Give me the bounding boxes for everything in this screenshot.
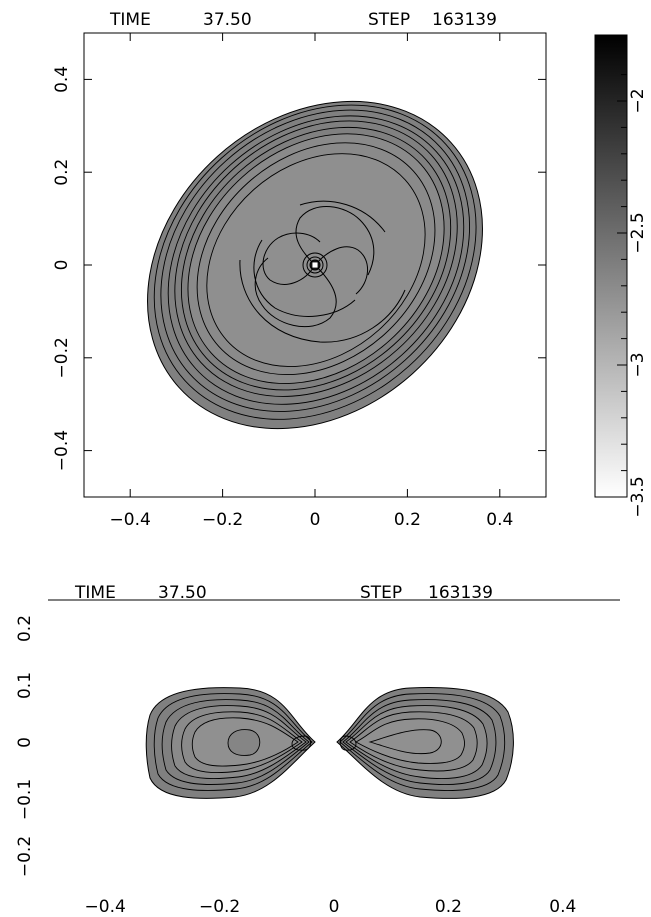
y-tick-label: 0.4 xyxy=(52,66,72,93)
disk-contour xyxy=(153,104,477,420)
spiral-arm xyxy=(253,239,356,317)
spiral-arm xyxy=(239,259,406,343)
x-tick-label: 0 xyxy=(329,897,340,917)
central-source-marker xyxy=(311,261,319,269)
top-time-label: TIME xyxy=(109,10,151,30)
colorbar-tick-label: −3 xyxy=(628,352,648,377)
y-tick-label: −0.4 xyxy=(52,430,72,471)
left-lobe-contour xyxy=(153,693,313,791)
spiral-arm xyxy=(314,246,368,295)
left-lobe-core xyxy=(291,735,312,751)
y-tick-label: 0.2 xyxy=(15,615,35,642)
disk-contour xyxy=(196,142,436,376)
face-on-disk xyxy=(147,100,483,430)
x-tick-label: 0.2 xyxy=(394,510,421,530)
right-lobe-contour xyxy=(355,718,465,764)
spiral-arm xyxy=(299,200,386,233)
x-tick-label: −0.4 xyxy=(85,897,126,917)
right-lobe-contour xyxy=(339,693,506,791)
spiral-arm xyxy=(262,232,321,285)
left-lobe-contour xyxy=(181,711,303,774)
colorbar-axis: −2 −2.5 −3 −3.5 xyxy=(617,74,648,518)
disk-contour xyxy=(174,120,458,397)
bottom-time-value: 37.50 xyxy=(158,583,207,603)
right-lobe-core xyxy=(339,735,357,751)
x-tick-label: 0 xyxy=(310,510,321,530)
colorbar-tick-label: −3.5 xyxy=(628,476,648,517)
colorbar-tick-label: −2 xyxy=(628,88,648,113)
left-lobe-contour xyxy=(161,699,310,785)
top-step-value: 163139 xyxy=(432,10,497,30)
bottom-step-label: STEP xyxy=(360,583,402,603)
top-time-value: 37.50 xyxy=(203,10,252,30)
y-tick-label: 0 xyxy=(15,737,35,748)
x-tick-label: 0.2 xyxy=(435,897,462,917)
x-tick-label: 0.4 xyxy=(486,510,513,530)
y-tick-label: −0.2 xyxy=(15,836,35,877)
colorbar xyxy=(594,34,628,498)
bottom-step-value: 163139 xyxy=(428,583,493,603)
x-tick-label: −0.2 xyxy=(199,897,240,917)
bottom-axes: −0.4 −0.2 0 0.2 0.4 −0.2 −0.1 0 0.1 0.2 xyxy=(15,615,576,917)
disk-contour xyxy=(180,126,452,391)
right-lobe-contour xyxy=(349,711,478,772)
right-lobe-contour xyxy=(342,699,497,785)
disk-contour xyxy=(167,115,465,405)
y-tick-label: −0.2 xyxy=(52,337,72,378)
x-tick-label: 0.4 xyxy=(549,897,576,917)
y-tick-label: −0.1 xyxy=(15,779,35,820)
spiral-arm xyxy=(254,257,337,328)
core-contour xyxy=(306,256,324,274)
colorbar-tick-label: −2.5 xyxy=(628,212,648,253)
y-tick-label: 0 xyxy=(52,260,72,271)
spiral-arm xyxy=(295,205,375,276)
left-lobe-core xyxy=(227,729,261,756)
bottom-time-label: TIME xyxy=(74,583,116,603)
y-tick-label: 0.2 xyxy=(52,159,72,186)
x-tick-label: −0.4 xyxy=(110,510,151,530)
core-contour xyxy=(302,252,328,278)
edge-on-disk xyxy=(145,687,514,799)
x-tick-label: −0.2 xyxy=(202,510,243,530)
y-tick-label: 0.1 xyxy=(15,672,35,699)
right-lobe-core xyxy=(368,729,442,755)
disk-contour xyxy=(160,109,470,412)
top-axes: −0.4 −0.2 0 0.2 0.4 −0.4 −0.2 0 0.2 0.4 xyxy=(52,33,546,530)
top-step-label: STEP xyxy=(368,10,410,30)
